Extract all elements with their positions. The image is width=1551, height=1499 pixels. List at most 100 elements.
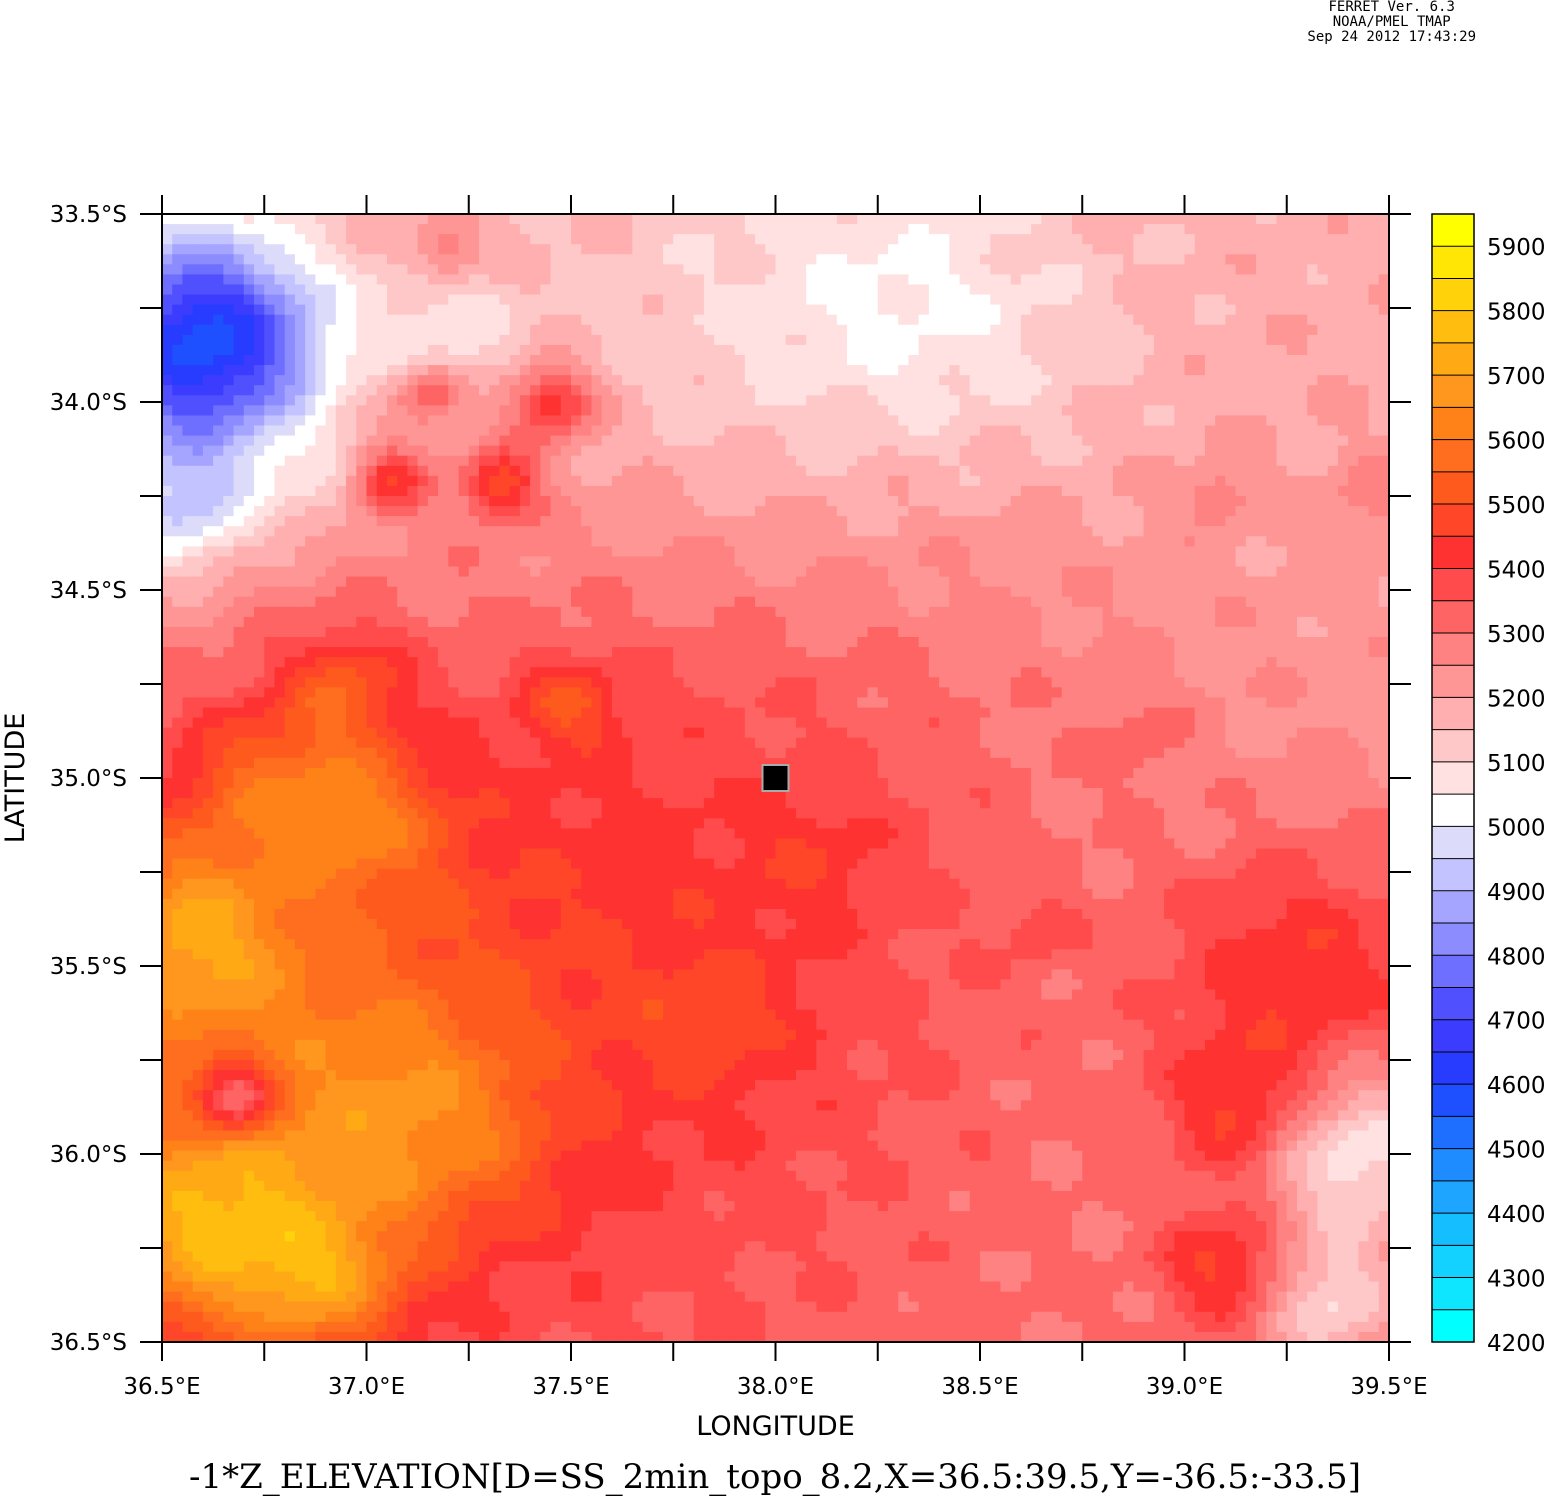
- field-cell: [1358, 455, 1370, 467]
- field-cell: [284, 586, 296, 598]
- field-cell: [673, 506, 685, 517]
- field-cell: [918, 425, 930, 437]
- field-cell: [427, 294, 439, 306]
- field-cell: [376, 516, 388, 527]
- field-cell: [744, 334, 756, 346]
- field-cell: [376, 435, 388, 447]
- field-cell: [438, 254, 449, 265]
- field-cell: [887, 435, 899, 447]
- field-cell: [857, 576, 869, 588]
- field-cell: [847, 435, 858, 447]
- field-cell: [1031, 445, 1042, 457]
- field-cell: [1266, 415, 1278, 427]
- field-cell: [243, 606, 255, 618]
- field-cell: [857, 314, 869, 326]
- field-cell: [1245, 395, 1257, 406]
- field-cell: [243, 365, 255, 376]
- field-cell: [254, 566, 265, 578]
- field-cell: [611, 506, 623, 517]
- field-cell: [274, 264, 286, 276]
- field-cell: [877, 314, 889, 326]
- field-cell: [1010, 214, 1022, 225]
- field-cell: [1245, 485, 1257, 497]
- field-cell: [1123, 264, 1134, 276]
- field-cell: [1164, 284, 1175, 296]
- field-cell: [376, 304, 388, 316]
- field-cell: [847, 244, 858, 255]
- field-cell: [591, 526, 603, 537]
- field-cell: [1031, 344, 1042, 356]
- field-cell: [233, 626, 245, 638]
- field-cell: [1327, 355, 1339, 366]
- field-cell: [703, 556, 715, 568]
- field-cell: [540, 616, 552, 628]
- field-cell: [315, 334, 327, 346]
- field-cell: [755, 284, 766, 296]
- field-cell: [765, 526, 777, 537]
- field-cell: [744, 526, 756, 537]
- field-cell: [233, 254, 245, 265]
- field-cell: [192, 244, 204, 255]
- field-cell: [172, 405, 184, 417]
- field-cell: [478, 274, 490, 286]
- field-cell: [243, 274, 255, 286]
- field-cell: [530, 546, 541, 558]
- field-cell: [386, 385, 398, 396]
- field-cell: [325, 556, 337, 568]
- field-cell: [1041, 385, 1053, 396]
- field-cell: [1337, 254, 1349, 265]
- field-cell: [816, 415, 828, 427]
- field-cell: [734, 536, 746, 547]
- field-cell: [1164, 425, 1175, 437]
- field-cell: [836, 485, 848, 497]
- field-cell: [478, 566, 490, 578]
- field-cell: [448, 506, 460, 517]
- field-cell: [980, 485, 991, 497]
- field-cell: [1092, 375, 1104, 386]
- field-cell: [1041, 344, 1053, 356]
- field-cell: [1348, 576, 1359, 588]
- field-cell: [571, 385, 582, 396]
- field-cell: [959, 465, 971, 477]
- field-cell: [601, 375, 613, 386]
- field-cell: [284, 314, 296, 326]
- field-cell: [509, 274, 521, 286]
- field-cell: [1020, 415, 1032, 427]
- field-cell: [274, 324, 286, 336]
- field-cell: [427, 435, 439, 447]
- field-cell: [468, 264, 480, 276]
- field-cell: [928, 616, 940, 628]
- field-cell: [1378, 506, 1390, 517]
- field-cell: [192, 445, 204, 457]
- field-cell: [877, 475, 889, 487]
- field-cell: [652, 536, 664, 547]
- field-cell: [867, 344, 879, 356]
- field-cell: [969, 526, 981, 537]
- field-cell: [1020, 566, 1032, 578]
- field-cell: [489, 516, 501, 527]
- field-cell: [969, 546, 981, 558]
- field-cell: [1245, 274, 1257, 286]
- field-cell: [959, 334, 971, 346]
- field-cell: [386, 465, 398, 477]
- field-cell: [703, 284, 715, 296]
- field-cell: [284, 606, 296, 618]
- field-cell: [826, 596, 838, 608]
- field-cell: [1225, 496, 1237, 507]
- field-cell: [1041, 445, 1053, 457]
- field-cell: [877, 214, 889, 225]
- field-cell: [489, 284, 501, 296]
- field-cell: [990, 475, 1002, 487]
- field-cell: [571, 425, 582, 437]
- field-cell: [673, 254, 685, 265]
- field-cell: [1102, 344, 1114, 356]
- field-cell: [1092, 616, 1104, 628]
- field-cell: [683, 425, 695, 437]
- field-cell: [571, 304, 582, 316]
- field-cell: [1174, 294, 1186, 306]
- field-cell: [499, 546, 511, 558]
- field-cell: [1020, 455, 1032, 467]
- field-cell: [294, 395, 306, 406]
- field-cell: [346, 536, 357, 547]
- field-cell: [734, 375, 746, 386]
